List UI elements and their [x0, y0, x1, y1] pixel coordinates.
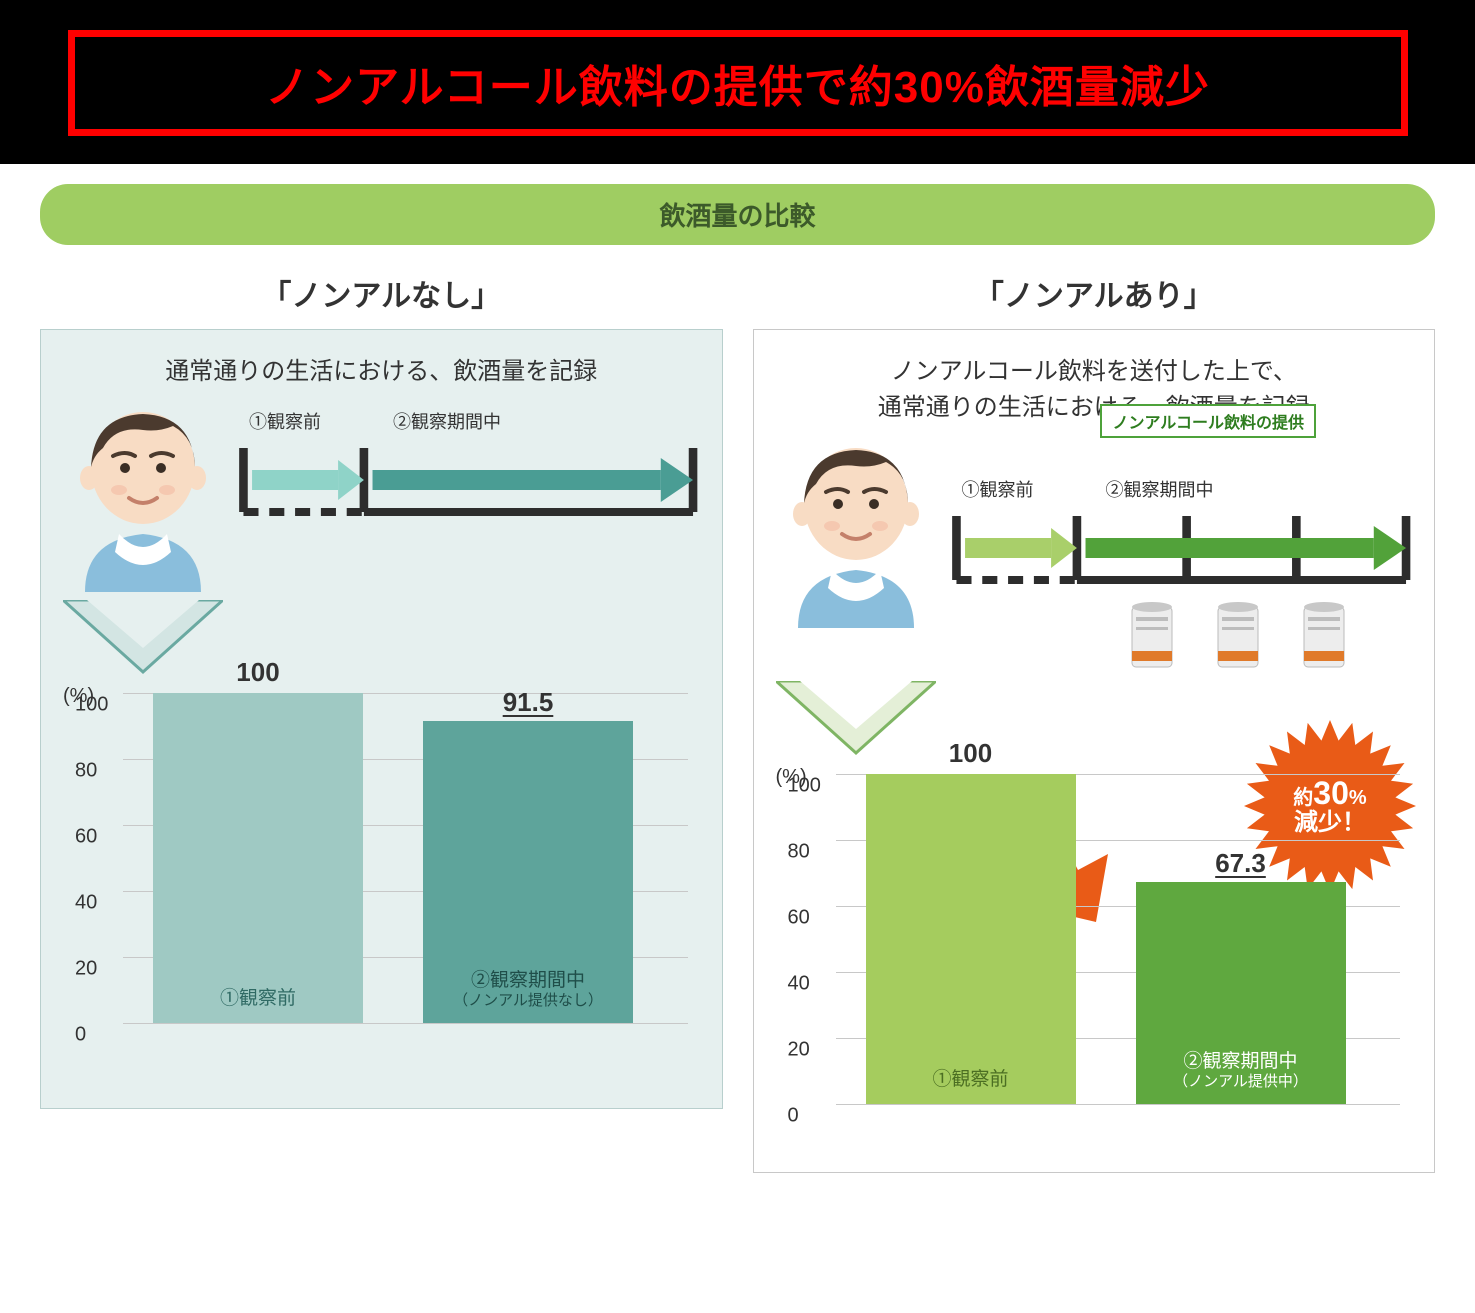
avatar-icon: [776, 438, 936, 628]
panel-left-desc: 通常通りの生活における、飲酒量を記録: [63, 354, 700, 390]
avatar-icon: [63, 402, 223, 592]
bar-value: 67.3: [1215, 848, 1266, 879]
provision-badge: ノンアルコール飲料の提供: [1100, 404, 1316, 438]
panel-left: 「ノンアルなし」 通常通りの生活における、飲酒量を記録: [40, 265, 723, 1173]
y-tick: 20: [75, 958, 97, 981]
bar-label: ②観察期間中（ノンアル提供なし）: [453, 969, 603, 1024]
y-tick: 20: [788, 1039, 810, 1062]
headline-box: ノンアルコール飲料の提供で約30%飲酒量減少: [68, 30, 1408, 136]
bar: 100①観察前: [153, 693, 363, 1023]
can-icon: [1126, 597, 1178, 673]
headline-text: ノンアルコール飲料の提供で約30%飲酒量減少: [265, 63, 1210, 112]
y-tick: 80: [75, 760, 97, 783]
y-tick: 100: [75, 694, 108, 717]
tl-label-pre: ①観察前: [249, 408, 321, 434]
y-tick: 80: [788, 841, 810, 864]
left-timeline-svg: [237, 440, 700, 530]
y-tick: 40: [788, 973, 810, 996]
right-timeline-svg: [950, 508, 1413, 598]
left-chart: (%) 020406080100100①観察前91.5②観察期間中（ノンアル提供…: [63, 693, 700, 1073]
bar-value: 100: [236, 657, 279, 688]
right-chart: (%) 約30% 減少！ 020406080100100①観察前67.3②観察期…: [776, 774, 1413, 1154]
bar-label: ①観察前: [932, 1068, 1008, 1104]
y-tick: 0: [788, 1105, 799, 1128]
left-timeline: ①観察前 ②観察期間中: [237, 402, 700, 535]
chevron-down-icon: [63, 600, 223, 680]
tl-label-during: ②観察期間中: [393, 408, 501, 434]
bar: 67.3②観察期間中（ノンアル提供中）: [1136, 882, 1346, 1104]
y-tick: 0: [75, 1024, 86, 1047]
tl-label-during: ②観察期間中: [1106, 476, 1214, 502]
main-content: 飲酒量の比較 「ノンアルなし」 通常通りの生活における、飲酒量を記録: [0, 164, 1475, 1213]
can-icon: [1212, 597, 1264, 673]
panel-right-title: 「ノンアルあり」: [753, 271, 1436, 315]
can-icon: [1298, 597, 1350, 673]
y-tick: 100: [788, 775, 821, 798]
bar-label: ②観察期間中（ノンアル提供中）: [1173, 1050, 1308, 1105]
chevron-down-icon: [776, 681, 936, 761]
y-tick: 40: [75, 892, 97, 915]
panel-right-desc: ノンアルコール飲料を送付した上で、通常通りの生活における、飲酒量を記録: [776, 354, 1413, 426]
bar: 100①観察前: [866, 774, 1076, 1104]
header-black-band: ノンアルコール飲料の提供で約30%飲酒量減少: [0, 0, 1475, 164]
left-timeline-row: ①観察前 ②観察期間中: [63, 402, 700, 592]
bar-value: 91.5: [503, 687, 554, 718]
y-tick: 60: [75, 826, 97, 849]
tl-label-pre: ①観察前: [962, 476, 1034, 502]
panel-right-box: ノンアルコール飲料を送付した上で、通常通りの生活における、飲酒量を記録: [753, 329, 1436, 1173]
panel-row: 「ノンアルなし」 通常通りの生活における、飲酒量を記録: [40, 265, 1435, 1173]
y-tick: 60: [788, 907, 810, 930]
bar-label: ①観察前: [220, 987, 296, 1023]
can-row: [1126, 597, 1413, 673]
panel-left-title: 「ノンアルなし」: [40, 271, 723, 315]
right-timeline-row: ノンアルコール飲料の提供 ①観察前 ②観察期間中: [776, 438, 1413, 673]
panel-right: 「ノンアルあり」 ノンアルコール飲料を送付した上で、通常通りの生活における、飲酒…: [753, 265, 1436, 1173]
panel-left-box: 通常通りの生活における、飲酒量を記録: [40, 329, 723, 1109]
bar: 91.5②観察期間中（ノンアル提供なし）: [423, 721, 633, 1023]
right-timeline: ノンアルコール飲料の提供 ①観察前 ②観察期間中: [950, 438, 1413, 673]
section-title: 飲酒量の比較: [40, 184, 1435, 245]
bar-value: 100: [949, 738, 992, 769]
